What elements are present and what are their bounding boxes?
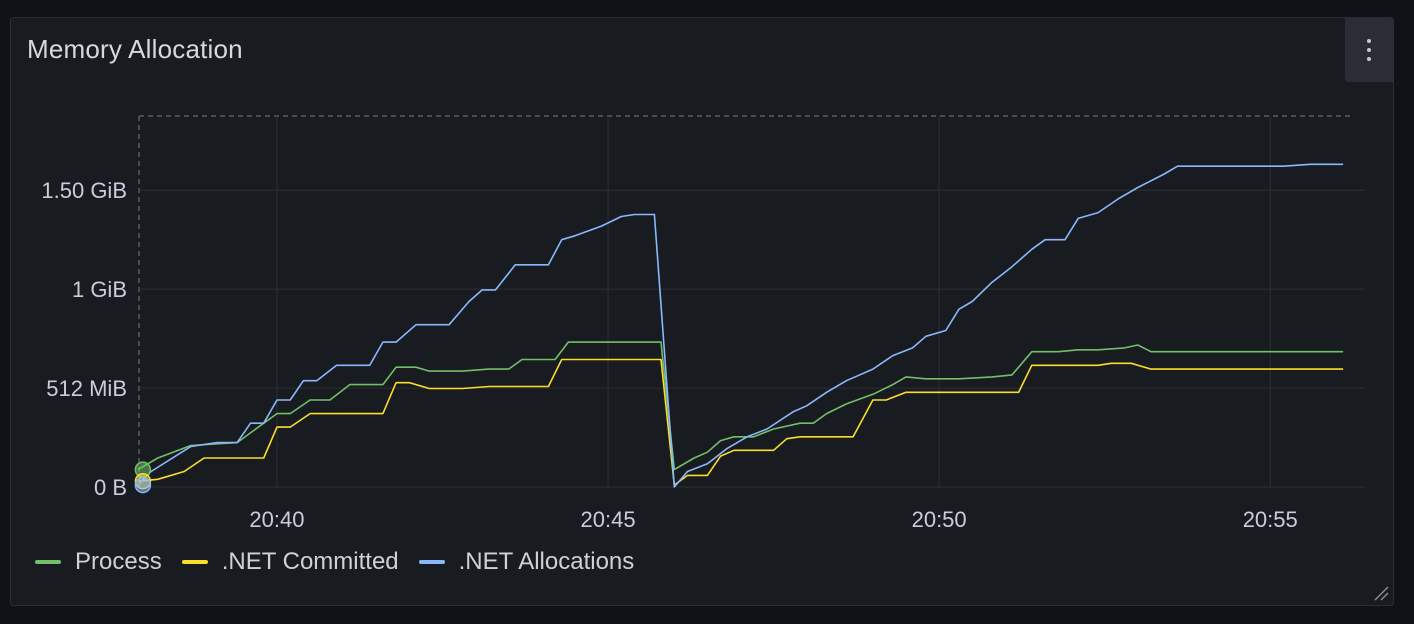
series-line-process	[137, 341, 1344, 471]
y-tick-label: 0 B	[94, 475, 127, 500]
series-line-net-committed	[137, 358, 1344, 486]
x-tick-label: 20:50	[912, 507, 967, 532]
x-tick-label: 20:45	[581, 507, 636, 532]
series-markers	[134, 461, 152, 494]
x-tick-label: 20:40	[249, 507, 304, 532]
legend-swatch-net-allocations	[418, 560, 445, 564]
legend-item-process[interactable]: Process	[35, 548, 162, 576]
legend-swatch-net-committed	[181, 560, 208, 564]
more-vertical-icon	[1367, 39, 1371, 61]
legend-label-net-allocations: .NET Allocations	[458, 548, 635, 575]
y-tick-label: 1.50 GiB	[41, 178, 127, 203]
y-axis-labels: 0 B 512 MiB 1 GiB 1.50 GiB	[41, 178, 127, 500]
grid	[138, 115, 1365, 488]
legend-item-net-committed[interactable]: .NET Committed	[181, 548, 399, 576]
panel-title: Memory Allocation	[27, 34, 243, 64]
legend-swatch-process	[35, 560, 61, 564]
memory-allocation-panel: Memory Allocation 0 B 512 MiB 1 GiB 1.50 Gi…	[10, 17, 1394, 606]
series-line-net-allocations	[137, 163, 1344, 488]
legend-item-net-allocations[interactable]: .NET Allocations	[418, 548, 635, 576]
x-tick-label: 20:55	[1243, 507, 1298, 532]
x-axis-labels: 20:40 20:45 20:50 20:55	[249, 507, 1297, 532]
y-tick-label: 1 GiB	[72, 277, 127, 302]
series-start-marker-net-allocations	[134, 476, 152, 494]
y-tick-label: 512 MiB	[46, 376, 127, 401]
legend: Process .NET Committed .NET Allocations	[35, 548, 634, 576]
panel-menu-button[interactable]	[1345, 18, 1393, 82]
series-lines	[137, 163, 1344, 488]
legend-label-net-committed: .NET Committed	[221, 548, 399, 575]
legend-label-process: Process	[75, 548, 162, 575]
resize-handle-icon[interactable]	[1373, 585, 1389, 601]
